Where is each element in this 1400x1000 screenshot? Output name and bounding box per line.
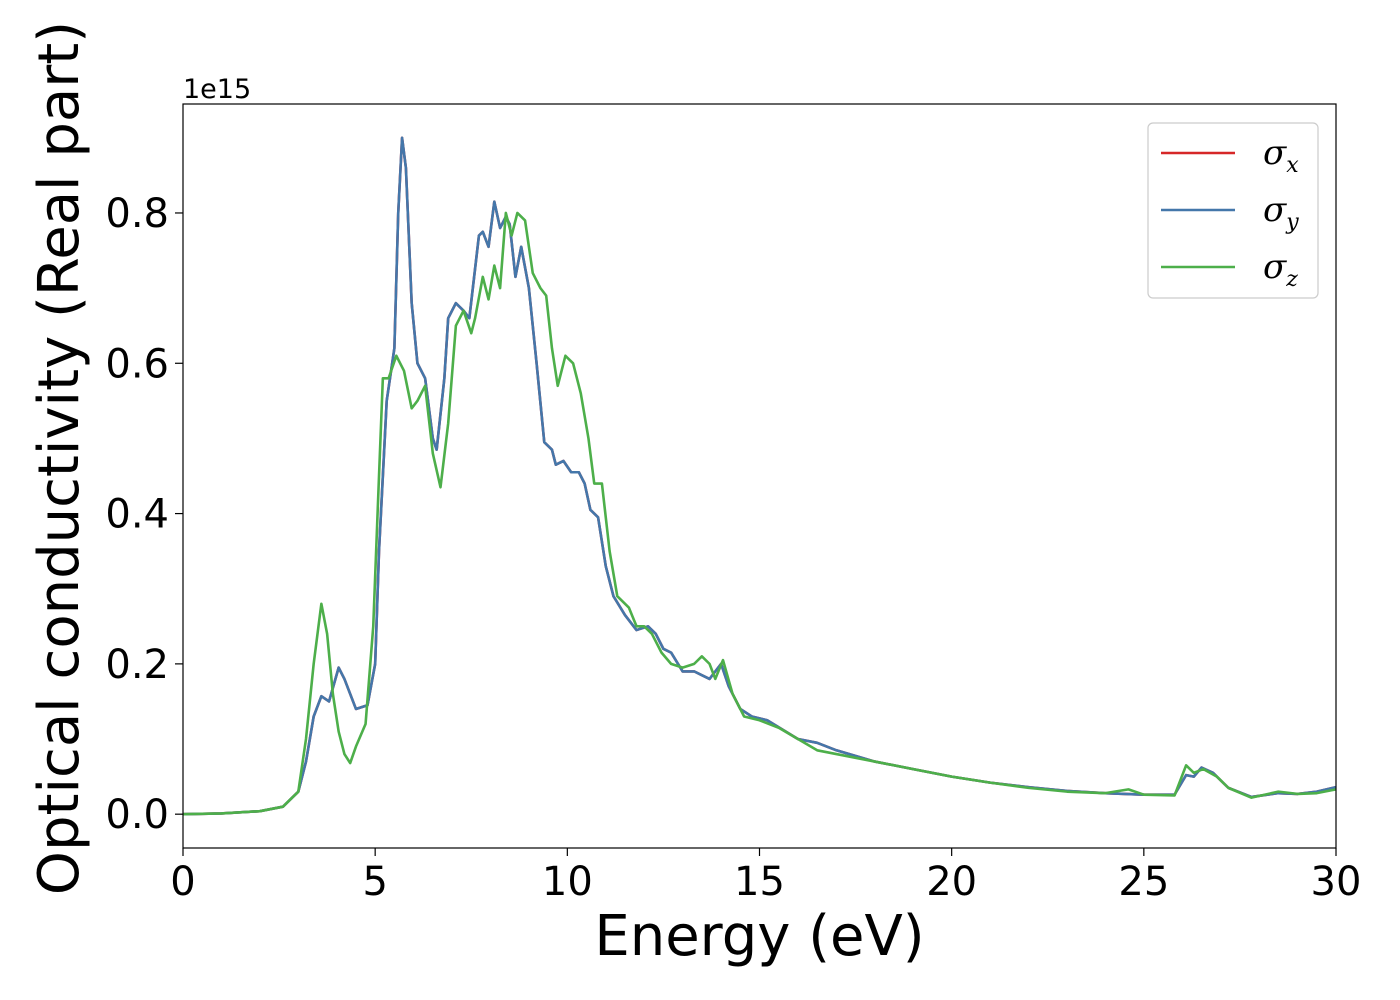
x-tick-label: 15: [734, 859, 785, 905]
legend: σx σy σz: [1147, 122, 1319, 299]
x-axis-ticks: 0 5 10 15 20 25 30: [170, 848, 1361, 905]
y-tick-label: 0.0: [105, 792, 169, 838]
x-tick-label: 20: [926, 859, 977, 905]
x-axis-title: Energy (eV): [594, 904, 924, 969]
y-tick-label: 0.4: [105, 492, 169, 538]
x-tick-label: 25: [1118, 859, 1169, 905]
x-tick-label: 0: [170, 859, 195, 905]
x-tick-label: 5: [362, 859, 387, 905]
x-tick-label: 10: [542, 859, 593, 905]
y-offset-label: 1e15: [183, 74, 251, 105]
y-axis-ticks: 0.0 0.2 0.4 0.6 0.8: [105, 191, 183, 838]
y-axis-title: Optical conductivity (Real part): [27, 21, 92, 895]
legend-label-y: σy: [1263, 190, 1299, 235]
y-tick-label: 0.8: [105, 191, 169, 237]
plot-lines: [182, 136, 1337, 816]
y-tick-label: 0.6: [105, 341, 169, 387]
legend-label-z: σz: [1263, 247, 1298, 292]
legend-label-x: σx: [1263, 133, 1299, 178]
series-line-z: [182, 211, 1337, 816]
y-tick-label: 0.2: [105, 642, 169, 688]
x-tick-label: 30: [1311, 859, 1362, 905]
